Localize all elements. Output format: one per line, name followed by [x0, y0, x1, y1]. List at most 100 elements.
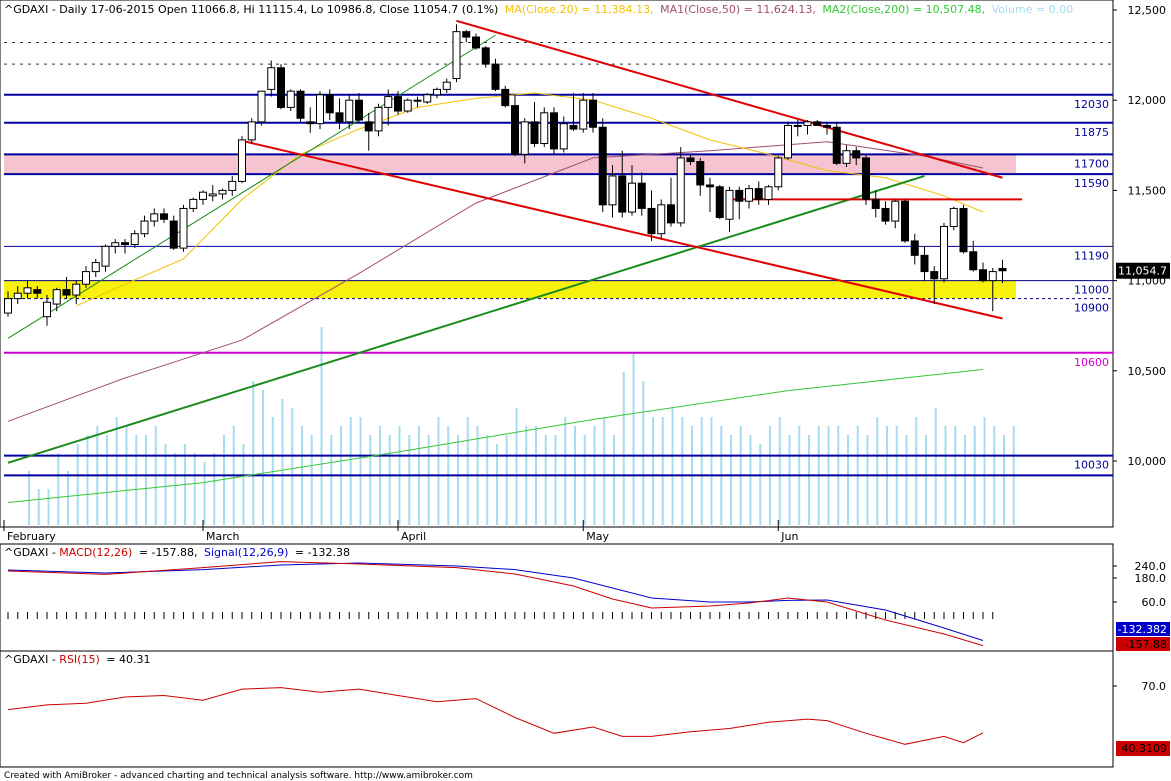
candle	[540, 107, 549, 148]
candle	[686, 154, 695, 166]
candle-body	[706, 184, 714, 188]
candle	[706, 177, 714, 213]
candle	[33, 286, 42, 299]
price-header: ^GDAXI - Daily 17-06-2015 Open 11066.8, …	[4, 3, 1073, 16]
candle-body	[647, 207, 656, 235]
candle	[257, 90, 266, 126]
candle	[745, 184, 753, 209]
candle	[72, 280, 81, 305]
volume-bar	[671, 408, 674, 525]
candle	[930, 266, 939, 305]
candle-body	[413, 99, 422, 102]
volume-bar	[788, 435, 791, 525]
signal-value-flag	[1116, 622, 1170, 636]
volume-bar	[964, 435, 966, 525]
candle-body	[979, 269, 987, 282]
candle-body	[842, 150, 851, 164]
rsi-legend-value: = 40.31	[106, 653, 150, 666]
volume-bar	[583, 435, 586, 525]
volume-bar	[349, 417, 352, 525]
candle-body	[940, 225, 948, 280]
rsi-header-prefix: ^GDAXI -	[4, 653, 59, 666]
level-label: 11590	[1074, 177, 1109, 190]
candle	[988, 267, 997, 312]
volume-bar	[193, 453, 196, 525]
volume-bar	[642, 381, 645, 525]
candle	[657, 199, 666, 240]
candle-body	[491, 63, 500, 90]
volume-bar	[866, 435, 869, 525]
horizontal-levels: 12030 11875 11700 11590 11190 11000 10900 10600…	[4, 41, 1113, 477]
candle-body	[988, 271, 997, 282]
candle-body	[452, 31, 461, 80]
candle-body	[579, 99, 588, 130]
candle	[364, 112, 373, 151]
candle	[491, 58, 500, 92]
signal-value-label: -132.382	[1118, 623, 1167, 636]
candle-body	[374, 106, 383, 132]
candle	[160, 208, 168, 223]
candle-body	[628, 182, 636, 213]
candle	[910, 233, 919, 265]
candle-body	[959, 207, 968, 253]
candle	[111, 239, 120, 254]
candle	[423, 92, 432, 104]
volume-legend: Volume = 0.00	[992, 3, 1074, 16]
price-tick-label: 12,500	[1128, 4, 1167, 17]
level-label: 10030	[1074, 459, 1109, 472]
month-label: February	[7, 530, 56, 543]
ma20-legend: MA(Close,20) = 11,384.13,	[505, 3, 654, 16]
candle-body	[559, 123, 568, 150]
candle-body	[140, 220, 149, 235]
candle	[228, 175, 237, 196]
volume-bar	[106, 435, 108, 525]
candle-body	[462, 31, 471, 38]
candle	[199, 190, 207, 205]
volume-bar	[681, 417, 684, 525]
volume-bar	[252, 381, 255, 525]
candle	[813, 120, 822, 126]
candle-body	[247, 121, 256, 141]
macd-tick-label: 60.0	[1142, 596, 1167, 609]
candle-body	[257, 90, 266, 123]
candles[interactable]	[4, 24, 1007, 326]
candle-body	[121, 242, 129, 246]
candle	[325, 89, 334, 121]
candle-body	[949, 207, 958, 227]
rsi-legend: RSI(15)	[59, 653, 99, 666]
macd-panel-frame	[0, 543, 1114, 652]
volume-bar	[427, 435, 430, 525]
candle-body	[355, 99, 363, 121]
candle	[442, 78, 451, 93]
candle	[667, 177, 675, 227]
candle	[530, 102, 539, 148]
level-label: 11000	[1074, 284, 1109, 297]
candle-body	[160, 213, 168, 220]
volume-bar	[710, 417, 713, 525]
candle	[793, 120, 802, 137]
candle-body	[442, 81, 451, 90]
volume-bar	[262, 390, 264, 525]
volume-bar	[847, 435, 849, 525]
candle	[754, 181, 763, 205]
volume-bar	[925, 435, 927, 525]
candle	[520, 118, 529, 164]
candle-body	[774, 157, 783, 188]
candle	[920, 246, 929, 281]
candle	[725, 186, 734, 232]
volume-bar	[437, 417, 440, 525]
candle	[696, 157, 705, 196]
volume-bar	[564, 417, 567, 525]
candle	[277, 64, 285, 110]
candle	[637, 172, 646, 216]
candle-body	[33, 289, 42, 294]
rsi-panel-frame	[0, 650, 1114, 768]
ma20-line	[76, 92, 984, 307]
volume-bar	[759, 444, 762, 525]
last-price-label: 11,054.7	[1118, 265, 1167, 278]
volume-bar	[271, 417, 274, 525]
pink-zone	[4, 154, 1016, 175]
rsi-value-flag	[1116, 741, 1170, 756]
